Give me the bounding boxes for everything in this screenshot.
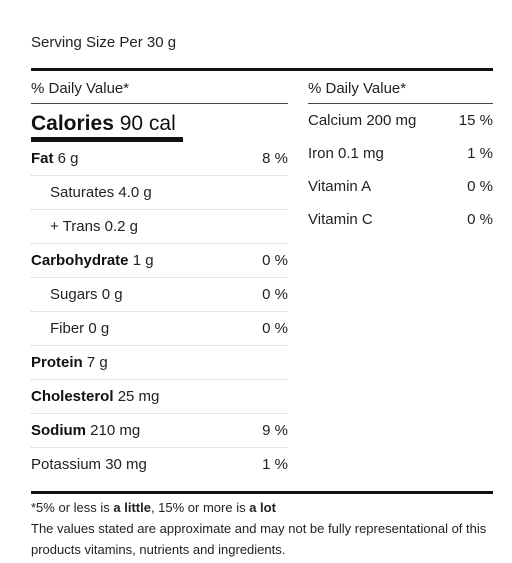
nutrient-daily-percent: 0 % [262,320,288,337]
footnote: *5% or less is a little, 15% or more is … [31,497,493,560]
nutrient-amount: 0 g [101,286,123,303]
nutrient-label: + Trans 0.2 g [31,218,138,235]
nutrient-row: Carbohydrate 1 g 0 % [31,244,288,278]
nutrient-daily-percent: 1 % [262,456,288,473]
serving-size: Serving Size Per 30 g [31,34,177,51]
nutrient-name: Saturates [50,184,115,201]
vitamin-row: Vitamin A 0 % [308,170,493,203]
nutrient-amount: 0.2 g [104,218,138,235]
nutrient-name: Cholesterol [31,388,114,405]
nutrient-amount: 0 g [88,320,110,337]
daily-value-header-left: % Daily Value* [31,72,288,104]
nutrient-label: Saturates 4.0 g [31,184,152,201]
nutrient-daily-percent: 0 % [262,252,288,269]
nutrient-name: Sugars [50,286,98,303]
nutrient-name: Fat [31,150,54,167]
vitamin-daily-percent: 15 % [458,112,493,129]
calories-line: Calories 90 cal [31,104,288,137]
nutrient-amount: 25 mg [117,388,160,405]
nutrient-row: Potassium 30 mg 1 % [31,448,288,482]
nutrient-row: + Trans 0.2 g [31,210,288,244]
bottom-divider [31,491,493,494]
vitamin-row: Iron 0.1 mg 1 % [308,137,493,170]
vitamin-list: Calcium 200 mg 15 % Iron 0.1 mg 1 % Vitamin … [308,104,493,236]
vitamin-daily-percent: 0 % [467,211,493,228]
nutrient-label: Cholesterol 25 mg [31,388,159,405]
nutrient-amount: 210 mg [90,422,141,439]
nutrient-row: Sodium 210 mg 9 % [31,414,288,448]
vitamins-column: % Daily Value* Calcium 200 mg 15 % Iron 0.… [308,72,493,236]
nutrient-name: Protein [31,354,83,371]
nutrient-name: Sodium [31,422,86,439]
vitamin-label: Vitamin C [308,211,373,228]
footnote-text-c: , 15% or more is [150,500,250,515]
vitamin-row: Vitamin C 0 % [308,203,493,236]
nutrient-list: Fat 6 g 8 % Saturates 4.0 g + Trans 0.2 g Ca… [31,142,288,482]
nutrient-label: Potassium 30 mg [31,456,147,473]
vitamin-row: Calcium 200 mg 15 % [308,104,493,137]
vitamin-label: Iron 0.1 mg [308,145,384,162]
daily-value-header-right: % Daily Value* [308,72,493,104]
nutrient-row: Sugars 0 g 0 % [31,278,288,312]
vitamin-daily-percent: 0 % [467,178,493,195]
nutrient-daily-percent: 0 % [262,286,288,303]
vitamin-daily-percent: 1 % [467,145,493,162]
nutrient-amount: 30 mg [105,456,147,473]
nutrient-name: Fiber [50,320,85,337]
top-divider [31,68,493,71]
nutrient-label: Sodium 210 mg [31,422,140,439]
calories-underline [31,137,183,142]
nutrition-facts-panel: Serving Size Per 30 g % Daily Value* Cal… [31,0,493,563]
footnote-percent-guide: *5% or less is a little, 15% or more is … [31,497,493,518]
calories-value: 90 cal [119,112,176,135]
nutrient-name: + Trans [50,218,101,235]
footnote-disclaimer: The values stated are approximate and ma… [31,521,487,557]
nutrient-label: Protein 7 g [31,354,108,371]
footnote-a-little: a little [113,500,151,515]
nutrient-daily-percent: 8 % [262,150,288,167]
footnote-a-lot: a lot [249,500,276,515]
nutrient-amount: 4.0 g [118,184,152,201]
nutrient-label: Fiber 0 g [31,320,109,337]
vitamin-label: Vitamin A [308,178,372,195]
nutrient-name: Potassium [31,456,102,473]
nutrients-column: % Daily Value* Calories 90 cal Fat 6 g 8 … [31,72,288,482]
vitamin-label: Calcium 200 mg [308,112,417,129]
nutrient-daily-percent: 9 % [262,422,288,439]
nutrient-label: Carbohydrate 1 g [31,252,154,269]
nutrient-name: Carbohydrate [31,252,129,269]
nutrient-label: Fat 6 g [31,150,79,167]
nutrient-row: Fat 6 g 8 % [31,142,288,176]
nutrient-amount: 1 g [132,252,154,269]
calories-label: Calories [31,112,114,135]
nutrient-row: Saturates 4.0 g [31,176,288,210]
nutrient-label: Sugars 0 g [31,286,123,303]
nutrient-row: Cholesterol 25 mg [31,380,288,414]
nutrient-row: Protein 7 g [31,346,288,380]
nutrient-amount: 7 g [86,354,108,371]
nutrient-amount: 6 g [57,150,79,167]
nutrient-row: Fiber 0 g 0 % [31,312,288,346]
footnote-text-a: *5% or less is [31,500,114,515]
